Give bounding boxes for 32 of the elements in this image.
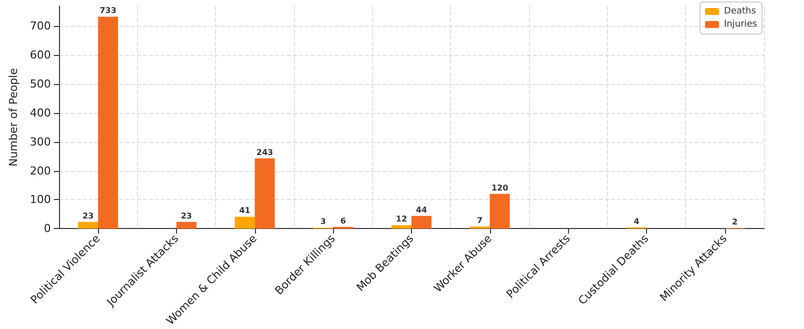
data-label: 2 xyxy=(732,217,738,226)
data-label: 4 xyxy=(634,216,640,226)
y-tick-label: 500 xyxy=(30,78,51,91)
data-label: 23 xyxy=(82,211,94,220)
bar xyxy=(490,194,510,229)
legend-label: Deaths xyxy=(724,6,756,16)
bar xyxy=(254,158,275,229)
y-tick-label: 300 xyxy=(30,135,51,148)
data-label: 733 xyxy=(100,6,116,16)
data-label: 44 xyxy=(416,205,428,214)
data-label: 7 xyxy=(477,216,483,226)
data-label: 243 xyxy=(256,148,274,157)
bar xyxy=(78,222,98,229)
y-tick-label: 400 xyxy=(30,106,51,120)
bar xyxy=(391,225,412,229)
bar xyxy=(411,216,432,229)
data-label: 23 xyxy=(180,211,192,220)
data-label: 3 xyxy=(320,217,326,226)
y-tick-label: 700 xyxy=(30,20,51,33)
y-axis-title: Number of People xyxy=(7,68,20,166)
bar xyxy=(176,222,196,229)
data-label: 6 xyxy=(340,216,346,226)
data-label: 12 xyxy=(396,214,408,224)
y-tick-label: 200 xyxy=(30,164,51,178)
bar xyxy=(234,216,255,229)
data-label: 41 xyxy=(239,206,251,216)
y-tick-label: 600 xyxy=(30,48,51,62)
bar xyxy=(98,16,118,229)
y-tick-label: 0 xyxy=(44,222,51,236)
y-tick-label: 100 xyxy=(30,193,51,206)
legend-label: Injuries xyxy=(724,20,758,30)
data-label: 120 xyxy=(491,183,509,192)
